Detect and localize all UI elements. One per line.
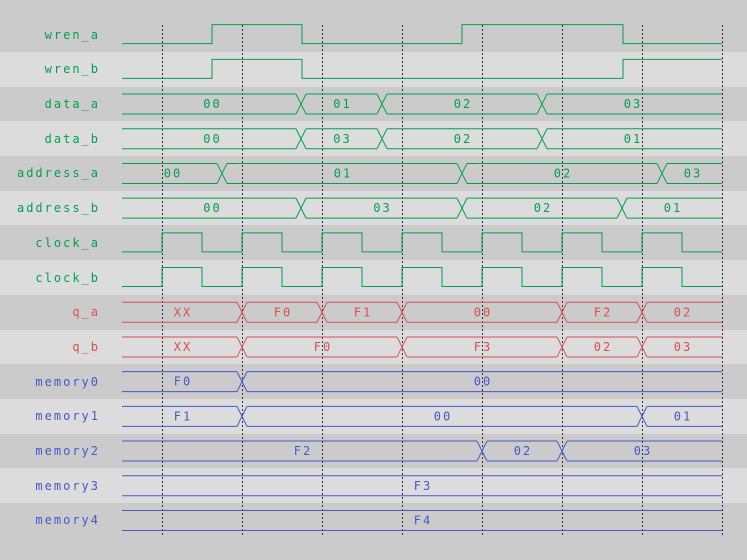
bus-value: 01 xyxy=(624,132,642,146)
waveform-wren_a xyxy=(122,24,722,45)
bus-value: 01 xyxy=(333,97,351,111)
signal-label-memory4[interactable]: memory4 xyxy=(35,513,100,528)
bus-value: F3 xyxy=(414,479,432,493)
signal-label-wren_a[interactable]: wren_a xyxy=(44,27,100,42)
signal-label-clock_a[interactable]: clock_a xyxy=(35,235,100,250)
bus-value: XX xyxy=(174,340,192,354)
bus-value: XX xyxy=(174,305,192,319)
signal-label-q_b[interactable]: q_b xyxy=(72,339,100,354)
signal-label-memory0[interactable]: memory0 xyxy=(35,374,100,389)
waveform-clock_a xyxy=(122,232,722,253)
bus-value: F0 xyxy=(314,340,332,354)
waveform-address_b: 00 03 02 01 xyxy=(122,197,722,219)
signal-label-address_a[interactable]: address_a xyxy=(16,166,100,181)
bus-value: 02 xyxy=(454,97,472,111)
waveform-memory0: F0 00 xyxy=(122,371,722,393)
waveform-memory4: F4 xyxy=(122,509,722,531)
bus-value: F1 xyxy=(174,409,192,423)
bus-value: 01 xyxy=(334,166,352,180)
bus-value: F4 xyxy=(414,513,432,527)
bus-value: 00 xyxy=(434,409,452,423)
bus-value: 00 xyxy=(474,375,492,389)
bus-value: 02 xyxy=(514,444,532,458)
signal-label-data_b[interactable]: data_b xyxy=(44,131,100,146)
waveform-data_a: 00 01 02 03 xyxy=(122,93,722,115)
signal-label-clock_b[interactable]: clock_b xyxy=(35,270,100,285)
signal-label-memory1[interactable]: memory1 xyxy=(35,409,100,424)
bus-value: 03 xyxy=(373,201,391,215)
bus-value: 00 xyxy=(203,201,221,215)
waveform-clock_b xyxy=(122,267,722,288)
signal-label-q_a[interactable]: q_a xyxy=(72,305,100,320)
bus-value: 01 xyxy=(674,409,692,423)
waveform-memory3: F3 xyxy=(122,475,722,497)
bus-value: 03 xyxy=(333,132,351,146)
bus-value: 02 xyxy=(594,340,612,354)
bus-value: F2 xyxy=(594,305,612,319)
bus-value: 03 xyxy=(674,340,692,354)
signal-label-memory2[interactable]: memory2 xyxy=(35,444,100,459)
bus-value: 00 xyxy=(164,166,182,180)
waveform-memory1: F1 00 01 xyxy=(122,405,722,427)
bus-value: F3 xyxy=(474,340,492,354)
waveform-memory2: F2 02 03 xyxy=(122,440,722,462)
bus-value: F0 xyxy=(174,375,192,389)
waveform-address_a: 00 01 02 03 xyxy=(122,162,722,184)
bus-value: 03 xyxy=(684,166,702,180)
bus-value: 00 xyxy=(203,97,221,111)
bus-value: 00 xyxy=(203,132,221,146)
bus-value: F0 xyxy=(274,305,292,319)
signal-label-memory3[interactable]: memory3 xyxy=(35,478,100,493)
bus-value: 02 xyxy=(674,305,692,319)
signal-label-address_b[interactable]: address_b xyxy=(16,201,100,216)
waveform-wren_b xyxy=(122,58,722,79)
waveform-q_b: XX F0 F3 02 03 xyxy=(122,336,722,358)
bus-value: 01 xyxy=(664,201,682,215)
bus-value: 00 xyxy=(474,305,492,319)
bus-value: 02 xyxy=(454,132,472,146)
bus-value: 03 xyxy=(634,444,652,458)
bus-value: 03 xyxy=(624,97,642,111)
bus-value: F2 xyxy=(294,444,312,458)
waveform-q_a: XX F0 F1 00 F2 02 xyxy=(122,301,722,323)
bus-value: 02 xyxy=(554,166,572,180)
signal-label-wren_b[interactable]: wren_b xyxy=(44,62,100,77)
signal-label-data_a[interactable]: data_a xyxy=(44,97,100,112)
bus-value: 02 xyxy=(534,201,552,215)
waveform-data_b: 00 03 02 01 xyxy=(122,128,722,150)
bus-value: F1 xyxy=(354,305,372,319)
